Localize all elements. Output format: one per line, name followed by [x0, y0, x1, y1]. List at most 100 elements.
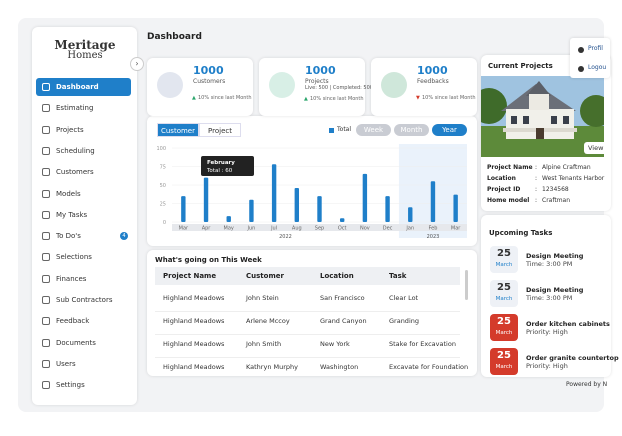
menu-item[interactable]: Customers	[56, 168, 94, 177]
menu-item[interactable]: Projects	[56, 125, 84, 134]
menu-item[interactable]: Settings	[56, 381, 85, 390]
table-cell: Kathryn Murphy	[246, 363, 298, 371]
table-cell: Highland Meadows	[163, 340, 225, 348]
chart-tab[interactable]: Customer	[157, 123, 199, 137]
menu-icon	[42, 168, 50, 177]
menu-icon	[42, 146, 50, 155]
detail-value: West Tenants Harbor	[542, 175, 605, 182]
detail-value: Alpine Craftman	[542, 164, 591, 171]
row-divider	[155, 357, 460, 358]
logo-line: Meritage	[54, 38, 116, 52]
menu-item[interactable]: Sub Contractors	[56, 296, 113, 304]
detail-label: Location	[487, 175, 516, 182]
period-button[interactable]: Month	[394, 124, 429, 136]
menu-item[interactable]: Scheduling	[56, 146, 95, 155]
task-title: Design Meeting	[526, 252, 584, 260]
table-cell: San Francisco	[320, 294, 365, 302]
table-cell: Grand Canyon	[320, 317, 367, 325]
stat-trend-arrow: ▲	[192, 95, 196, 101]
stat-trend-arrow: ▲	[304, 96, 308, 102]
menu-icon	[42, 210, 50, 219]
stat-value: 1000	[305, 64, 336, 77]
table-cell: John Stein	[246, 294, 279, 302]
stat-label: Feedbacks	[417, 78, 449, 85]
profile-menu-item[interactable]: Profil	[588, 45, 603, 52]
menu-icon	[42, 232, 50, 241]
date-day: 25	[497, 350, 511, 361]
menu-item[interactable]: Estimating	[56, 104, 94, 113]
table-cell: Washington	[320, 363, 359, 371]
date-day: 25	[497, 248, 511, 259]
table-header: Project Name	[163, 272, 217, 280]
task-subtitle: Time: 3:00 PM	[526, 294, 573, 302]
menu-item[interactable]: Dashboard	[56, 83, 99, 91]
menu-item[interactable]: My Tasks	[56, 210, 88, 219]
menu-item[interactable]: Documents	[56, 338, 96, 347]
menu-item[interactable]: Models	[56, 189, 81, 198]
table-header: Task	[389, 272, 407, 280]
stat-icon	[157, 72, 183, 98]
scrollbar	[465, 270, 468, 300]
logo-line: Homes	[67, 50, 103, 61]
table-cell: Highland Meadows	[163, 294, 225, 302]
table-header: Customer	[246, 272, 284, 280]
stat-change: 10% since last Month	[422, 95, 476, 101]
profile-menu-item[interactable]: Logou	[588, 64, 607, 71]
card-title: Current Projects	[488, 62, 553, 70]
menu-icon	[42, 338, 50, 347]
table-cell: Granding	[389, 317, 419, 325]
menu-icon	[42, 125, 50, 134]
detail-value: Craftman	[542, 197, 571, 204]
menu-item[interactable]: Feedback	[56, 317, 90, 326]
menu-icon	[42, 83, 50, 91]
table-header: Location	[320, 272, 354, 280]
menu-icon	[42, 359, 50, 368]
table-header-bg	[155, 267, 460, 285]
card-title: Upcoming Tasks	[489, 229, 553, 237]
stat-label: Projects	[305, 78, 329, 85]
profile-icon	[578, 66, 584, 72]
detail-label: Home model	[487, 197, 530, 204]
detail-colon: :	[535, 186, 538, 193]
task-subtitle: Priority: High	[526, 328, 568, 336]
menu-item[interactable]: Users	[56, 359, 76, 368]
house-image	[481, 76, 604, 157]
menu-active-bg	[36, 78, 131, 96]
sidebar-toggle[interactable]: ›	[130, 57, 144, 71]
footer: Powered by N	[566, 381, 608, 388]
stat-detail: Live: 500 | Completed: 500	[305, 85, 373, 91]
menu-item[interactable]: Finances	[56, 274, 87, 283]
table-cell: Stake for Excavation	[389, 340, 456, 348]
chart-tab[interactable]: Project	[199, 123, 241, 137]
stat-change: 10% since last Month	[198, 95, 252, 101]
period-button[interactable]: Week	[356, 124, 391, 136]
menu-item[interactable]: To Do's	[56, 232, 81, 241]
date-month: March	[495, 364, 513, 370]
period-button[interactable]: Year	[432, 124, 467, 136]
detail-label: Project ID	[487, 186, 521, 193]
menu-icon	[42, 253, 50, 262]
menu-badge: 4	[120, 232, 128, 241]
menu-icon	[42, 104, 50, 113]
task-title: Design Meeting	[526, 286, 584, 294]
stat-label: Customers	[193, 78, 226, 85]
table-cell: Highland Meadows	[163, 317, 225, 325]
detail-label: Project Name	[487, 164, 533, 171]
table-title: What's going on This Week	[155, 256, 262, 264]
date-month: March	[495, 262, 513, 268]
menu-icon	[42, 317, 50, 326]
menu-item[interactable]: Selections	[56, 253, 92, 262]
stat-value: 1000	[193, 64, 224, 77]
task-title: Order kitchen cabinets	[526, 320, 610, 328]
date-day: 25	[497, 316, 511, 327]
stat-value: 1000	[417, 64, 448, 77]
profile-icon	[578, 47, 584, 53]
date-day: 25	[497, 282, 511, 293]
detail-colon: :	[535, 164, 538, 171]
menu-icon	[42, 274, 50, 283]
menu-icon	[42, 296, 50, 304]
menu-icon	[42, 381, 50, 390]
view-button[interactable]: View	[584, 142, 610, 154]
date-badge: 25 March	[490, 348, 518, 375]
